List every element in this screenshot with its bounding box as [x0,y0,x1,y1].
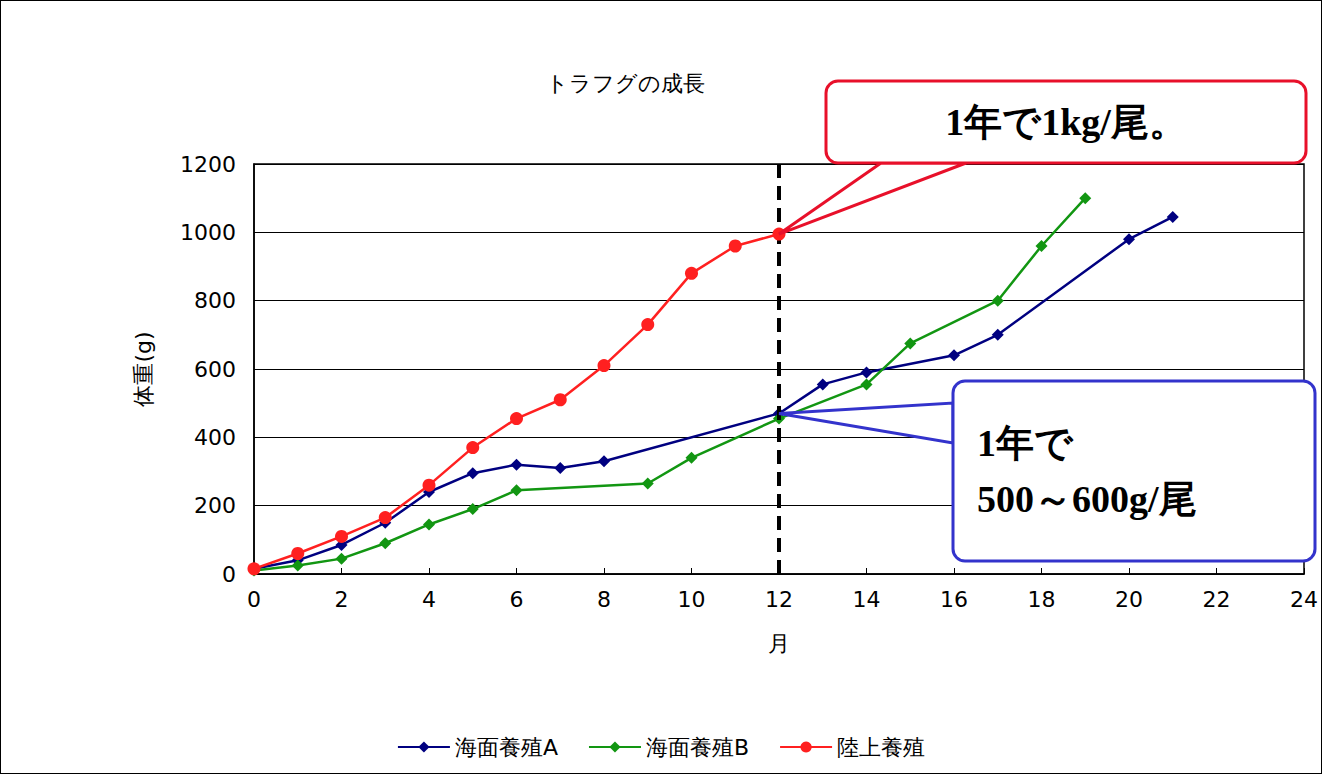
svg-text:16: 16 [940,587,968,612]
svg-text:8: 8 [597,587,611,612]
svg-text:体重(g): 体重(g) [131,331,156,406]
svg-text:海面養殖A: 海面養殖A [455,735,558,760]
svg-text:2: 2 [335,587,349,612]
svg-text:4: 4 [422,587,436,612]
svg-text:12: 12 [765,587,793,612]
svg-text:月: 月 [768,631,790,656]
svg-text:0: 0 [222,562,236,587]
svg-text:10: 10 [678,587,706,612]
svg-text:1200: 1200 [180,152,236,177]
svg-text:22: 22 [1203,587,1231,612]
svg-text:トラフグの成長: トラフグの成長 [546,71,705,96]
svg-text:1年で1kg/尾。: 1年で1kg/尾。 [945,101,1187,143]
svg-text:0: 0 [247,587,261,612]
svg-text:18: 18 [1028,587,1056,612]
svg-text:600: 600 [194,357,236,382]
svg-text:800: 800 [194,288,236,313]
svg-text:1年で: 1年で [977,422,1074,464]
svg-text:400: 400 [194,425,236,450]
svg-text:海面養殖B: 海面養殖B [646,735,749,760]
svg-text:20: 20 [1115,587,1143,612]
svg-text:6: 6 [510,587,524,612]
svg-text:陸上養殖: 陸上養殖 [837,735,925,760]
svg-text:500～600g/尾: 500～600g/尾 [977,478,1197,520]
svg-text:24: 24 [1290,587,1318,612]
svg-text:1000: 1000 [180,220,236,245]
svg-text:200: 200 [194,493,236,518]
svg-text:14: 14 [853,587,881,612]
